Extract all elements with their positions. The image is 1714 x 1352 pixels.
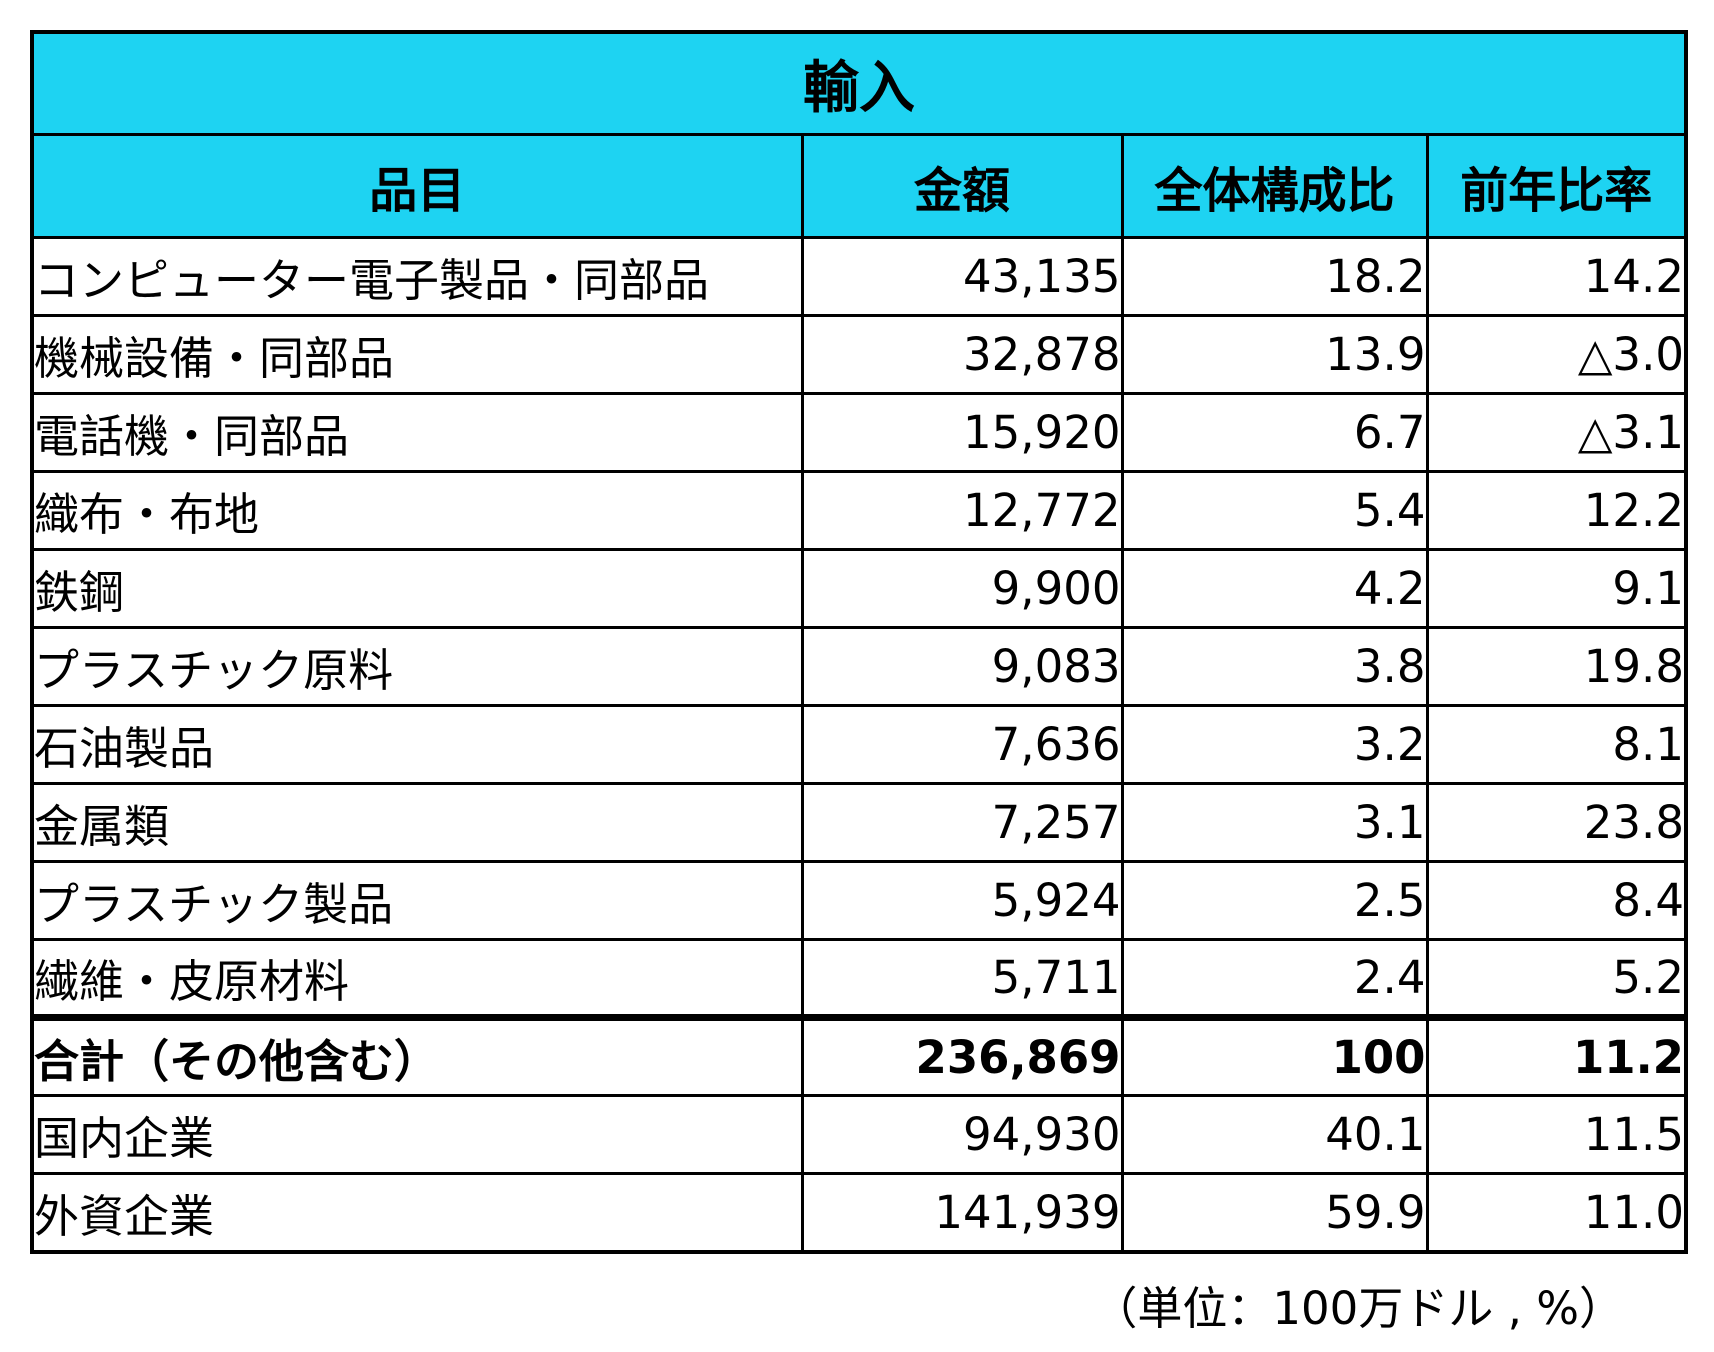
table-row: 合計（その他含む） 236,869 100 11.2 xyxy=(30,1014,1688,1097)
cell-share: 3.2 xyxy=(1120,704,1429,785)
cell-share: 40.1 xyxy=(1120,1094,1429,1175)
column-header-yoy: 前年比率 xyxy=(1425,133,1688,239)
cell-yoy: 9.1 xyxy=(1425,548,1688,629)
table-row: 鉄鋼 9,900 4.2 9.1 xyxy=(30,548,1688,629)
cell-yoy: △3.0 xyxy=(1425,314,1688,395)
cell-yoy: 19.8 xyxy=(1425,626,1688,707)
cell-amount: 94,930 xyxy=(800,1094,1124,1175)
table-row: コンピューター電子製品・同部品 43,135 18.2 14.2 xyxy=(30,236,1688,317)
cell-item: プラスチック原料 xyxy=(30,626,804,707)
cell-share: 2.5 xyxy=(1120,860,1429,941)
units-footnote: （単位：100万ドル , %） xyxy=(1092,1282,1624,1335)
import-table-container: 輸入 品目 金額 全体構成比 前年比率 コンピューター電子製品・同部品 43,13… xyxy=(30,30,1688,1254)
cell-yoy: 8.1 xyxy=(1425,704,1688,785)
cell-share: 6.7 xyxy=(1120,392,1429,473)
import-table: 輸入 品目 金額 全体構成比 前年比率 コンピューター電子製品・同部品 43,13… xyxy=(30,30,1688,1254)
cell-item: 国内企業 xyxy=(30,1094,804,1175)
cell-amount: 236,869 xyxy=(800,1014,1124,1097)
table-row: 電話機・同部品 15,920 6.7 △3.1 xyxy=(30,392,1688,473)
cell-amount: 15,920 xyxy=(800,392,1124,473)
cell-amount: 7,636 xyxy=(800,704,1124,785)
cell-amount: 7,257 xyxy=(800,782,1124,863)
column-header-amount: 金額 xyxy=(800,133,1124,239)
cell-share: 18.2 xyxy=(1120,236,1429,317)
cell-item: 合計（その他含む） xyxy=(30,1014,804,1097)
cell-share: 3.1 xyxy=(1120,782,1429,863)
cell-share: 4.2 xyxy=(1120,548,1429,629)
cell-amount: 141,939 xyxy=(800,1172,1124,1253)
table-row: プラスチック製品 5,924 2.5 8.4 xyxy=(30,860,1688,941)
table-title-row: 輸入 xyxy=(30,30,1688,136)
cell-item: 繊維・皮原材料 xyxy=(30,938,804,1019)
cell-yoy: 5.2 xyxy=(1425,938,1688,1019)
cell-yoy: 23.8 xyxy=(1425,782,1688,863)
cell-item: 織布・布地 xyxy=(30,470,804,551)
cell-amount: 12,772 xyxy=(800,470,1124,551)
cell-item: 電話機・同部品 xyxy=(30,392,804,473)
cell-amount: 5,711 xyxy=(800,938,1124,1019)
table-row: 金属類 7,257 3.1 23.8 xyxy=(30,782,1688,863)
cell-yoy: 14.2 xyxy=(1425,236,1688,317)
cell-yoy: △3.1 xyxy=(1425,392,1688,473)
cell-yoy: 11.2 xyxy=(1425,1014,1688,1097)
cell-amount: 9,083 xyxy=(800,626,1124,707)
table-row: 外資企業 141,939 59.9 11.0 xyxy=(30,1172,1688,1253)
cell-yoy: 8.4 xyxy=(1425,860,1688,941)
cell-share: 2.4 xyxy=(1120,938,1429,1019)
cell-share: 13.9 xyxy=(1120,314,1429,395)
table-row: 繊維・皮原材料 5,711 2.4 5.2 xyxy=(30,938,1688,1019)
column-header-item: 品目 xyxy=(30,133,804,239)
import-table-body: コンピューター電子製品・同部品 43,135 18.2 14.2 機械設備・同部品 32,… xyxy=(30,236,1688,1253)
cell-item: コンピューター電子製品・同部品 xyxy=(30,236,804,317)
cell-item: 金属類 xyxy=(30,782,804,863)
table-row: 石油製品 7,636 3.2 8.1 xyxy=(30,704,1688,785)
table-row: 機械設備・同部品 32,878 13.9 △3.0 xyxy=(30,314,1688,395)
cell-share: 59.9 xyxy=(1120,1172,1429,1253)
cell-item: 機械設備・同部品 xyxy=(30,314,804,395)
cell-yoy: 11.0 xyxy=(1425,1172,1688,1253)
cell-amount: 43,135 xyxy=(800,236,1124,317)
table-header-row: 品目 金額 全体構成比 前年比率 xyxy=(30,133,1688,239)
table-row: プラスチック原料 9,083 3.8 19.8 xyxy=(30,626,1688,707)
table-row: 国内企業 94,930 40.1 11.5 xyxy=(30,1094,1688,1175)
cell-item: 石油製品 xyxy=(30,704,804,785)
cell-amount: 5,924 xyxy=(800,860,1124,941)
cell-item: 鉄鋼 xyxy=(30,548,804,629)
table-title: 輸入 xyxy=(30,30,1688,136)
table-row: 織布・布地 12,772 5.4 12.2 xyxy=(30,470,1688,551)
cell-item: 外資企業 xyxy=(30,1172,804,1253)
cell-share: 5.4 xyxy=(1120,470,1429,551)
cell-yoy: 11.5 xyxy=(1425,1094,1688,1175)
cell-amount: 32,878 xyxy=(800,314,1124,395)
cell-item: プラスチック製品 xyxy=(30,860,804,941)
column-header-share: 全体構成比 xyxy=(1120,133,1429,239)
cell-yoy: 12.2 xyxy=(1425,470,1688,551)
cell-amount: 9,900 xyxy=(800,548,1124,629)
cell-share: 3.8 xyxy=(1120,626,1429,707)
cell-share: 100 xyxy=(1120,1014,1429,1097)
